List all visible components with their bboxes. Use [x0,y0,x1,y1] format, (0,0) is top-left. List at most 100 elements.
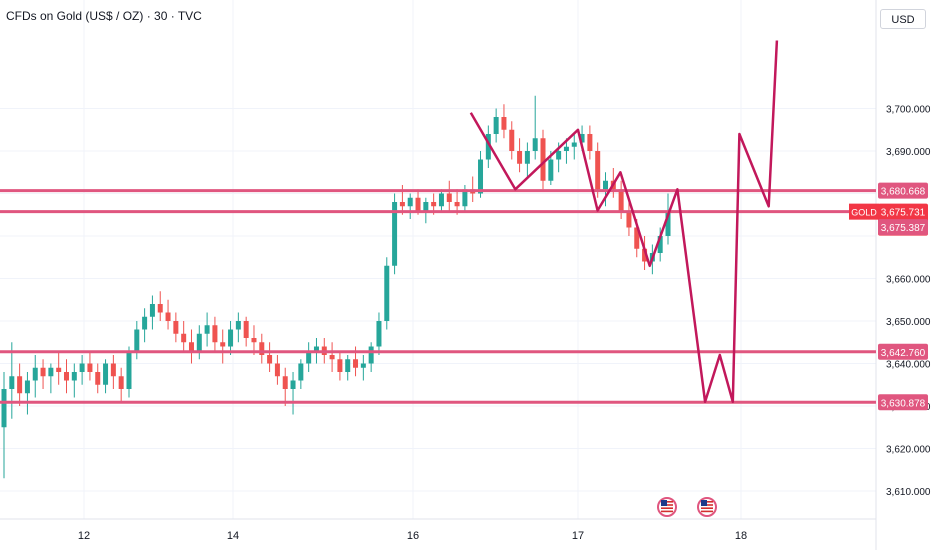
candle-body [368,346,374,364]
candle-body [188,342,194,351]
candle-body [204,325,210,334]
x-tick-label: 17 [572,530,584,542]
candle-body [415,197,421,211]
candle-body [353,359,359,368]
candle-body [235,321,241,330]
level-price-tag [878,394,928,411]
candle-body [17,376,23,394]
candle-body [665,210,671,236]
y-tick-label: 3,660.000 [886,275,931,286]
candle-body [407,197,413,207]
secondary-price-label: 3,675.387 [881,223,926,234]
y-tick-label: 3,650.000 [886,317,931,328]
candle-body [228,329,234,347]
x-tick-label: 16 [407,530,419,542]
candle-body [595,151,601,190]
candle-body [165,312,171,321]
candle-body [626,210,632,228]
candle-body [134,329,140,351]
currency-button[interactable]: USD [880,9,926,29]
x-tick-label: 18 [735,530,747,542]
candle-body [423,202,429,211]
candle-body [478,159,484,194]
y-tick-label: 3,640.000 [886,360,931,371]
candle-body [306,350,312,364]
candle-body [392,202,398,266]
y-tick-label: 3,610.000 [886,487,931,498]
candle-body [259,342,265,355]
candle-body [399,202,405,207]
candle-body [196,333,202,351]
candle-body [571,142,577,147]
candle-body [181,333,187,343]
candle-body [563,146,569,151]
y-tick-label: 3,690.000 [886,147,931,158]
candle-body [579,134,585,143]
candle-body [462,189,468,207]
candle-body [438,193,444,207]
candle-body [71,372,77,381]
us-flag-event-icon[interactable] [697,497,717,517]
candle-body [126,350,132,389]
candle-body [220,342,226,347]
candle-body [149,304,155,317]
current-price-label: 3,675.731 [881,208,926,219]
candle-body [431,202,437,207]
candle-body [87,363,93,372]
candle-body [540,138,546,181]
symbol-label: GOLD [851,208,877,218]
candle-body [290,380,296,389]
us-flag-event-icon[interactable] [657,497,677,517]
y-tick-label: 3,620.000 [886,445,931,456]
candle-body [524,151,530,164]
candle-body [95,372,101,385]
candle-body [212,325,218,343]
x-tick-label: 14 [227,530,239,542]
symbol-tag [849,203,879,220]
candle-body [24,380,30,394]
candle-body [345,359,351,372]
level-price-tag [878,182,928,199]
candle-body [267,355,273,364]
candle-body [329,355,335,360]
candle-body [517,151,523,164]
chart-title: CFDs on Gold (US$ / OZ) · 30 · TVC [6,9,202,23]
candle-body [110,363,116,377]
candle-body [556,151,562,160]
level-price-label: 3,642.760 [881,348,926,359]
candle-body [243,321,249,338]
candle-body [603,180,609,190]
candle-body [103,363,109,385]
candle-body [493,117,499,134]
level-price-label: 3,630.878 [881,398,926,409]
candle-body [173,321,179,334]
candle-body [384,265,390,321]
projection-path [469,40,779,404]
candle-body [63,372,69,381]
level-price-tag [878,343,928,360]
candle-body [40,367,46,377]
candle-body [634,227,640,249]
candle-body [157,304,163,313]
candle-body [9,376,15,389]
candle-body [1,389,7,428]
candle-body [376,321,382,347]
candle-body [446,193,452,202]
candle-body [313,346,319,351]
candle-body [548,159,554,181]
candle-body [454,202,460,207]
candle-body [142,316,148,330]
candle-body [360,363,366,368]
candle-body [274,363,280,377]
candle-body [79,363,85,372]
candle-body [118,376,124,389]
candle-body [485,134,491,160]
y-tick-label: 3,700.000 [886,105,931,116]
candle-body [657,236,663,253]
candle-body [298,363,304,381]
candle-body [618,189,624,211]
candle-body [501,117,507,130]
candle-body [532,138,538,151]
candle-body [337,359,343,372]
